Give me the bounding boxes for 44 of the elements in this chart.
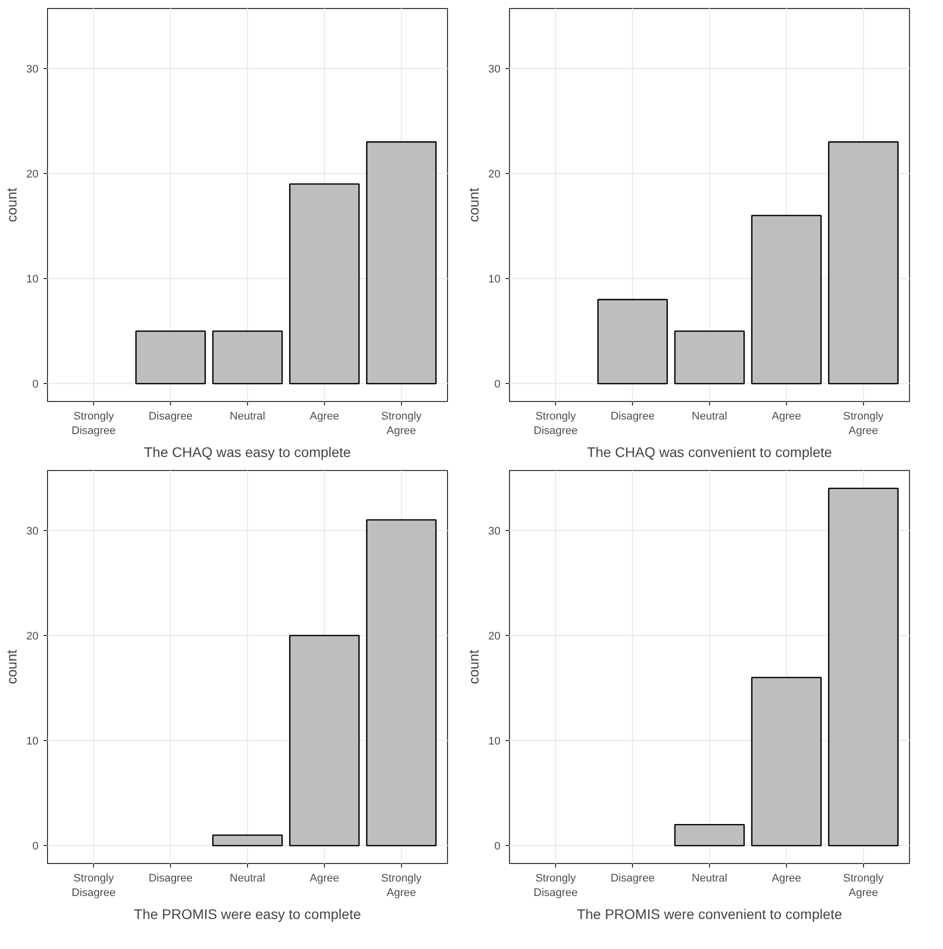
y-tick-label: 0	[494, 840, 501, 853]
x-tick-label: Strongly Agree	[843, 872, 884, 899]
y-tick-label: 10	[488, 274, 501, 286]
y-axis-title: count	[3, 650, 20, 684]
x-tick-label: Disagree	[148, 872, 193, 884]
x-tick-label: Strongly Disagree	[72, 872, 116, 899]
x-tick-label: Strongly Agree	[381, 410, 422, 437]
y-tick-label: 20	[488, 168, 501, 180]
y-axis-title: count	[3, 188, 20, 222]
y-tick-label: 10	[26, 736, 39, 748]
x-tick-label: Agree	[772, 872, 802, 884]
x-tick-label: Strongly Disagree	[72, 410, 116, 437]
x-tick-label: Strongly Agree	[381, 872, 422, 899]
x-tick-label: Neutral	[692, 872, 728, 884]
y-tick-label: 0	[494, 378, 501, 391]
x-tick-label: Agree	[310, 410, 340, 422]
y-tick-label: 0	[32, 378, 39, 391]
y-tick-label: 30	[26, 525, 39, 538]
x-axis-title: The CHAQ was easy to complete	[144, 444, 352, 460]
y-tick-label: 10	[26, 274, 39, 286]
y-tick-label: 20	[26, 630, 39, 642]
y-tick-label: 30	[26, 63, 39, 76]
x-tick-label: Neutral	[692, 410, 728, 422]
x-axis-title: The CHAQ was convenient to complete	[586, 444, 832, 460]
x-axis-title: The PROMIS were easy to complete	[134, 906, 362, 922]
x-tick-label: Disagree	[148, 410, 193, 422]
y-tick-label: 30	[488, 525, 501, 538]
x-tick-label: Agree	[772, 410, 802, 422]
x-axis-title: The PROMIS were convenient to complete	[576, 906, 842, 922]
x-tick-label: Strongly Disagree	[534, 872, 578, 899]
x-tick-label: Neutral	[230, 410, 266, 422]
x-tick-label: Neutral	[230, 872, 266, 884]
y-axis-title: count	[465, 650, 482, 684]
y-tick-label: 30	[488, 63, 501, 76]
y-tick-label: 0	[32, 840, 39, 853]
y-tick-label: 20	[26, 168, 39, 180]
x-tick-label: Agree	[310, 872, 340, 884]
y-tick-label: 10	[488, 736, 501, 748]
x-tick-label: Strongly Agree	[843, 410, 884, 437]
x-tick-label: Strongly Disagree	[534, 410, 578, 437]
y-tick-label: 20	[488, 630, 501, 642]
x-tick-label: Disagree	[610, 410, 655, 422]
x-tick-label: Disagree	[610, 872, 655, 884]
y-axis-title: count	[465, 188, 482, 222]
